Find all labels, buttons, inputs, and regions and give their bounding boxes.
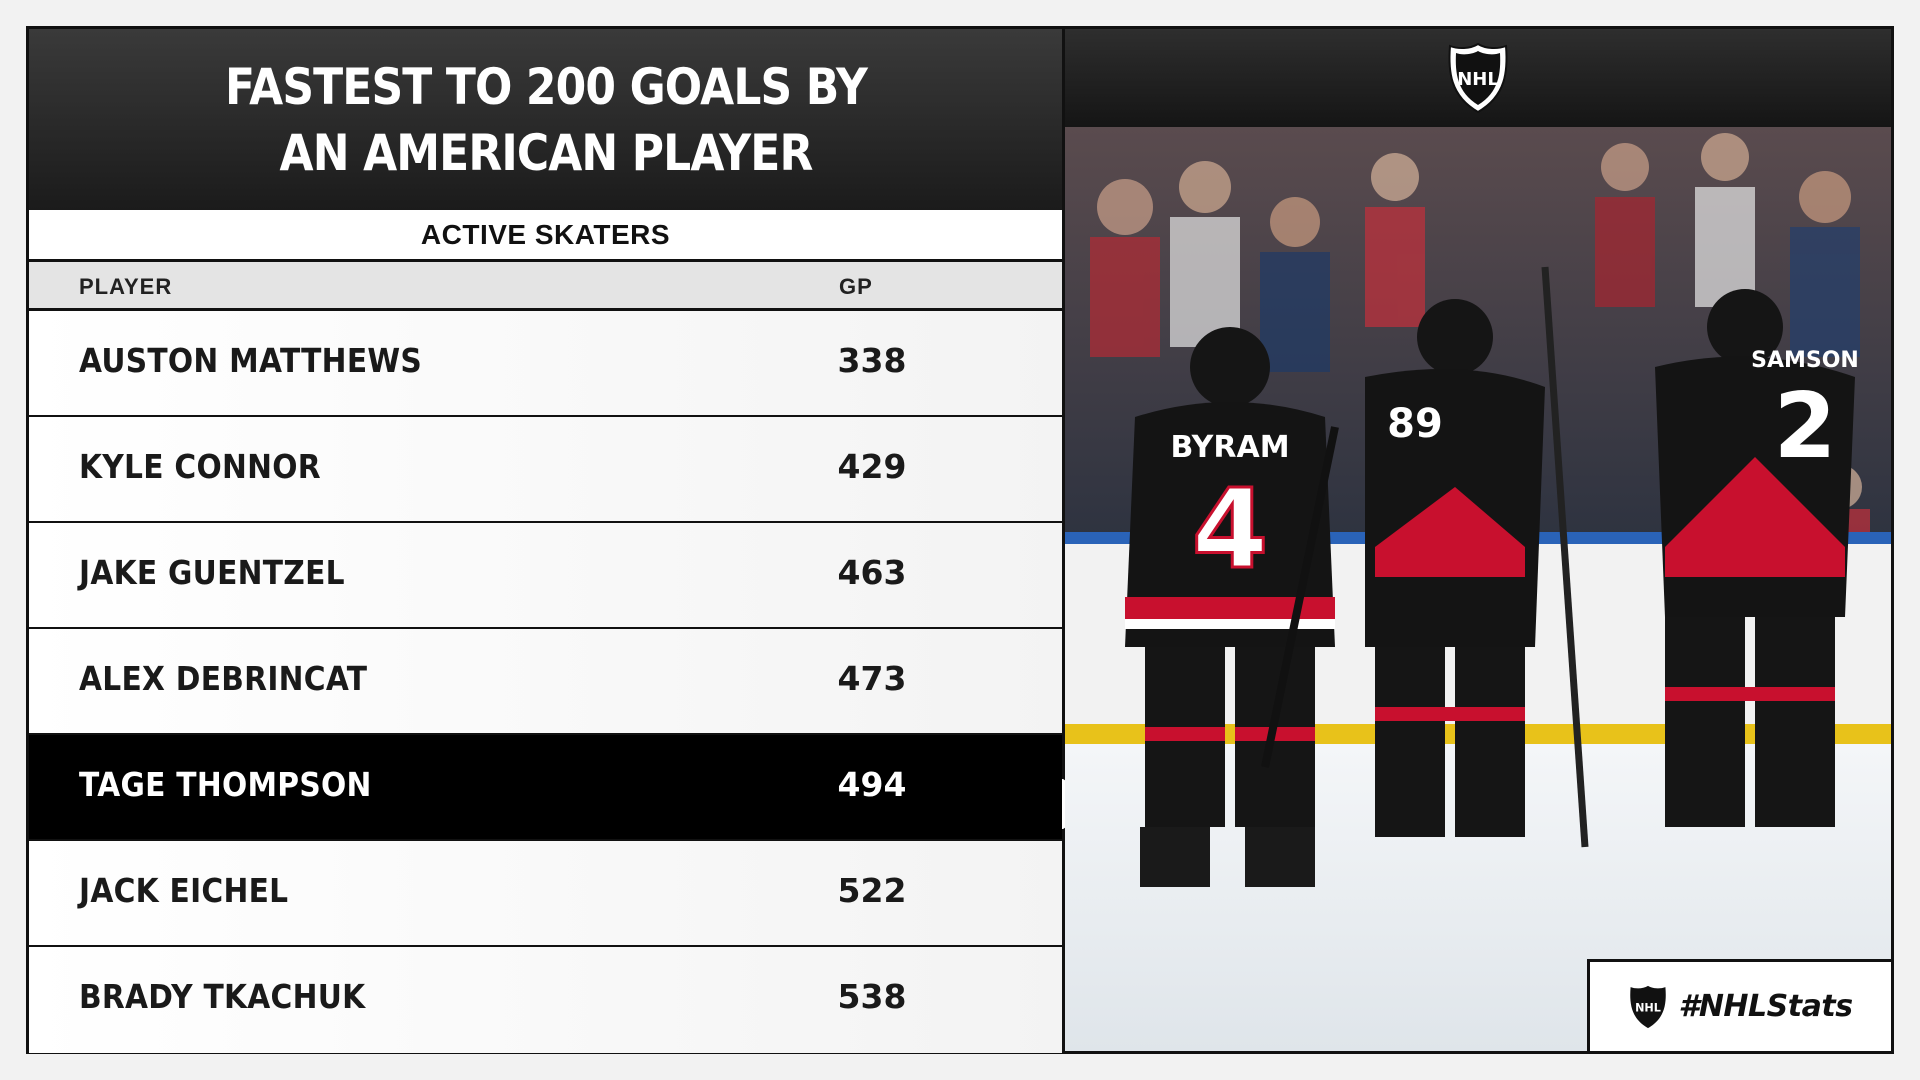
games-played: 538 (837, 977, 907, 1016)
table-header: PLAYER GP (29, 262, 1062, 311)
player-name: ALEX DEBRINCAT (79, 659, 368, 698)
games-played: 338 (837, 341, 907, 380)
jersey-name: SAMSON (1751, 348, 1859, 373)
player-name: TAGE THOMPSON (79, 765, 372, 804)
player-name: JACK EICHEL (79, 871, 289, 910)
games-played: 494 (837, 765, 907, 804)
player-figure: 2 SAMSON (1655, 289, 1859, 827)
hashtag-text: #NHLStats (1678, 989, 1853, 1024)
table-row: AUSTON MATTHEWS 338 (29, 311, 1062, 417)
table-row: JACK EICHEL 522 (29, 841, 1062, 947)
title-block: FASTEST TO 200 GOALS BY AN AMERICAN PLAY… (29, 29, 1062, 210)
table-row: ALEX DEBRINCAT 473 (29, 629, 1062, 735)
table-row: JAKE GUENTZEL 463 (29, 523, 1062, 629)
column-header-player: PLAYER (79, 274, 173, 299)
logo-text: NHL (1457, 69, 1499, 90)
player-name: KYLE CONNOR (79, 447, 321, 486)
photo-panel: NHL (1065, 29, 1891, 1051)
games-played: 473 (837, 659, 907, 698)
table-row: KYLE CONNOR 429 (29, 417, 1062, 523)
nhl-shield-logo-icon: NHL (1448, 42, 1508, 114)
games-played: 522 (837, 871, 907, 910)
table-row: BRADY TKACHUK 538 (29, 947, 1062, 1053)
games-played: 463 (837, 553, 907, 592)
players-celebration-photo: BYRAM 4 89 (1065, 127, 1891, 1051)
logo-bar: NHL (1065, 29, 1891, 127)
player-figure: 89 (1365, 299, 1545, 837)
small-logo-text: NHL (1636, 1001, 1662, 1014)
nhl-shield-small-icon: NHL (1630, 985, 1667, 1028)
column-header-gp: GP (839, 274, 873, 299)
jersey-number: 2 (1774, 374, 1837, 479)
player-name: BRADY TKACHUK (79, 977, 366, 1016)
graphic-title: FASTEST TO 200 GOALS BY AN AMERICAN PLAY… (224, 57, 868, 182)
table-body: AUSTON MATTHEWS 338 KYLE CONNOR 429 JAKE… (29, 311, 1062, 1053)
table-subtitle: ACTIVE SKATERS (29, 210, 1062, 262)
player-name: AUSTON MATTHEWS (79, 341, 423, 380)
jersey-name: BYRAM (1170, 430, 1289, 465)
photo-illustration: BYRAM 4 89 (1065, 127, 1891, 1051)
games-played: 429 (837, 447, 907, 486)
player-name: JAKE GUENTZEL (79, 553, 345, 592)
stats-panel: FASTEST TO 200 GOALS BY AN AMERICAN PLAY… (29, 29, 1065, 1053)
jersey-number: 4 (1192, 465, 1269, 593)
table-row-highlighted: TAGE THOMPSON 494 (29, 735, 1062, 841)
hashtag-badge: NHL #NHLStats (1587, 959, 1891, 1051)
graphic-frame: FASTEST TO 200 GOALS BY AN AMERICAN PLAY… (26, 26, 1894, 1054)
jersey-number: 89 (1387, 401, 1443, 447)
